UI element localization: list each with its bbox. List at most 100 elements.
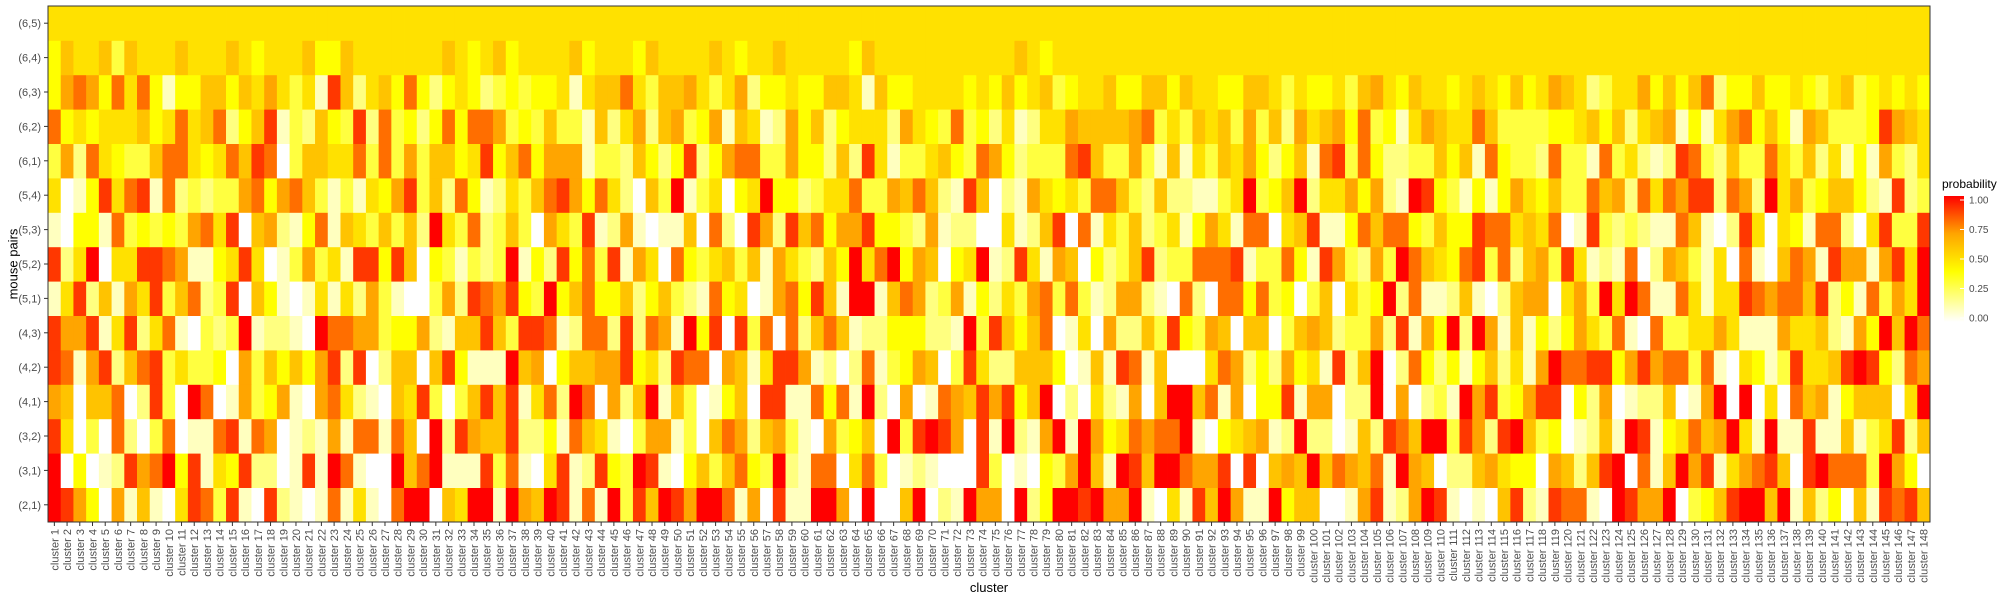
heatmap-cell xyxy=(696,315,710,351)
heatmap-cell xyxy=(1103,6,1117,41)
x-tick-label: cluster 24 xyxy=(342,529,354,577)
heatmap-cell xyxy=(658,453,672,488)
heatmap-cell xyxy=(658,350,672,385)
heatmap-cell xyxy=(620,74,634,110)
heatmap-cell xyxy=(124,143,138,179)
heatmap-cell xyxy=(861,40,875,76)
heatmap-cell xyxy=(175,315,189,351)
heatmap-cell xyxy=(1726,143,1740,179)
heatmap-cell xyxy=(899,350,914,385)
heatmap-cell xyxy=(518,487,532,523)
heatmap-cell xyxy=(836,40,850,76)
x-tick-label: cluster 127 xyxy=(1652,529,1664,583)
heatmap-cell xyxy=(760,143,774,179)
heatmap-cell xyxy=(912,418,926,454)
heatmap-cell xyxy=(493,350,507,385)
x-tick-label: cluster 105 xyxy=(1372,529,1384,583)
heatmap-cell xyxy=(1128,109,1142,144)
heatmap-cell xyxy=(1853,281,1867,316)
heatmap-cell xyxy=(645,418,659,454)
heatmap-cell xyxy=(98,418,112,454)
heatmap-cell xyxy=(1128,487,1142,523)
heatmap-cell xyxy=(378,212,392,248)
heatmap-cell xyxy=(404,212,418,248)
heatmap-cell xyxy=(671,487,685,523)
x-tick-label: cluster 114 xyxy=(1486,529,1498,582)
heatmap-cells xyxy=(48,6,1931,523)
x-tick-label: cluster 58 xyxy=(774,529,786,577)
heatmap-cell xyxy=(1268,418,1282,454)
heatmap-cell xyxy=(798,74,812,110)
heatmap-cell xyxy=(1840,212,1855,248)
heatmap-cell xyxy=(696,212,710,248)
heatmap-cell xyxy=(200,109,214,144)
y-tick-label: (3,1) xyxy=(18,465,41,477)
heatmap-cell xyxy=(264,453,278,488)
heatmap-cell xyxy=(505,109,519,144)
x-tick-label: cluster 85 xyxy=(1118,529,1130,577)
x-tick-label: cluster 143 xyxy=(1855,529,1867,583)
heatmap-cell xyxy=(289,281,303,316)
heatmap-cell xyxy=(1535,487,1549,523)
heatmap-cell xyxy=(1408,212,1422,248)
heatmap-cell xyxy=(709,418,723,454)
heatmap-cell xyxy=(760,6,774,41)
heatmap-cell xyxy=(1497,487,1511,523)
heatmap-cell xyxy=(1332,40,1346,76)
heatmap-cell xyxy=(251,281,265,316)
heatmap-cell xyxy=(950,487,964,523)
heatmap-cell xyxy=(543,453,558,488)
heatmap-cell xyxy=(849,6,863,41)
heatmap-cell xyxy=(391,212,405,248)
heatmap-cell xyxy=(1573,6,1588,41)
heatmap-cell xyxy=(404,453,418,488)
heatmap-cell xyxy=(1891,212,1905,248)
heatmap-cell xyxy=(1802,418,1816,454)
heatmap-cell xyxy=(556,350,570,385)
heatmap-cell xyxy=(1828,143,1842,179)
heatmap-cell xyxy=(1535,246,1549,282)
heatmap-cell xyxy=(315,315,329,351)
heatmap-cell xyxy=(1256,212,1270,248)
heatmap-cell xyxy=(378,40,392,76)
heatmap-cell xyxy=(1917,74,1931,110)
heatmap-cell xyxy=(1688,212,1702,248)
heatmap-cell xyxy=(1217,212,1232,248)
heatmap-cell xyxy=(137,178,151,213)
heatmap-cell xyxy=(124,109,138,144)
heatmap-cell xyxy=(1713,246,1727,282)
heatmap-cell xyxy=(391,6,405,41)
heatmap-cell xyxy=(887,74,901,110)
heatmap-cell xyxy=(1624,384,1638,420)
heatmap-cell xyxy=(861,178,875,213)
heatmap-cell xyxy=(632,6,647,41)
heatmap-cell xyxy=(1281,281,1295,316)
heatmap-cell xyxy=(1154,212,1168,248)
heatmap-cell xyxy=(696,143,710,179)
heatmap-cell xyxy=(1662,212,1677,248)
heatmap-cell xyxy=(849,281,863,316)
heatmap-cell xyxy=(607,212,621,248)
heatmap-cell xyxy=(785,246,799,282)
heatmap-cell xyxy=(1345,418,1359,454)
heatmap-cell xyxy=(989,74,1003,110)
heatmap-cell xyxy=(1090,212,1104,248)
heatmap-cell xyxy=(760,350,774,385)
heatmap-cell xyxy=(569,74,583,110)
x-tick-label: cluster 66 xyxy=(876,529,888,577)
heatmap-cell xyxy=(899,40,914,76)
heatmap-cell xyxy=(416,178,430,213)
heatmap-cell xyxy=(340,281,354,316)
heatmap-cell xyxy=(582,487,596,523)
x-tick-label: cluster 12 xyxy=(189,529,201,577)
heatmap-cell xyxy=(836,281,850,316)
heatmap-cell xyxy=(569,40,583,76)
heatmap-cell xyxy=(315,40,329,76)
heatmap-cell xyxy=(645,453,659,488)
heatmap-cell xyxy=(1879,315,1893,351)
heatmap-cell xyxy=(721,350,736,385)
heatmap-cell xyxy=(505,212,519,248)
heatmap-cell xyxy=(810,178,825,213)
heatmap-cell xyxy=(1917,178,1931,213)
heatmap-cell xyxy=(60,6,74,41)
